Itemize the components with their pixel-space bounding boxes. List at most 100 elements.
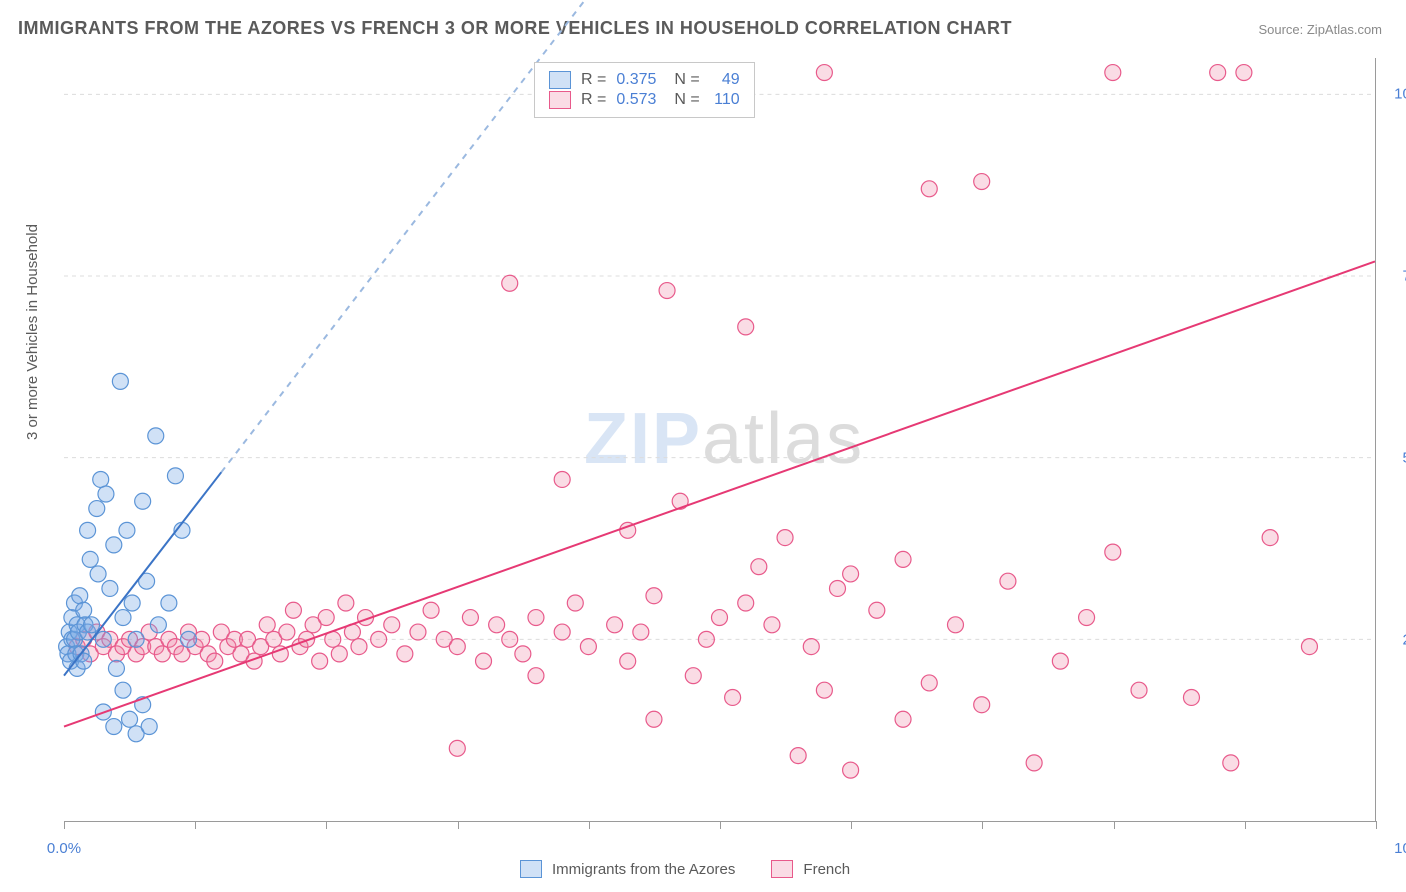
data-point (921, 181, 937, 197)
data-point (646, 711, 662, 727)
x-tick (458, 821, 459, 829)
data-point (318, 610, 334, 626)
data-point (790, 748, 806, 764)
data-point (80, 522, 96, 538)
y-axis-title: 3 or more Vehicles in Household (24, 224, 41, 440)
data-point (1079, 610, 1095, 626)
data-point (803, 639, 819, 655)
legend-item-azores: Immigrants from the Azores (520, 860, 735, 878)
data-point (98, 486, 114, 502)
data-point (947, 617, 963, 633)
data-point (489, 617, 505, 633)
y-tick-label: 25.0% (1385, 632, 1406, 649)
trend-line (64, 261, 1375, 726)
r-label: R = (581, 71, 606, 89)
data-point (974, 697, 990, 713)
data-point (106, 719, 122, 735)
data-point (331, 646, 347, 662)
data-point (1105, 65, 1121, 81)
data-point (115, 610, 131, 626)
data-point (685, 668, 701, 684)
data-point (816, 682, 832, 698)
data-point (410, 624, 426, 640)
data-point (449, 639, 465, 655)
swatch-azores (549, 71, 571, 89)
data-point (76, 602, 92, 618)
y-tick-label: 75.0% (1385, 268, 1406, 285)
data-point (90, 566, 106, 582)
data-point (646, 588, 662, 604)
data-point (1183, 689, 1199, 705)
data-point (567, 595, 583, 611)
x-tick (720, 821, 721, 829)
data-point (338, 595, 354, 611)
data-point (738, 319, 754, 335)
data-point (502, 275, 518, 291)
n-label: N = (674, 71, 699, 89)
data-point (528, 610, 544, 626)
data-point (502, 631, 518, 647)
data-point (554, 624, 570, 640)
swatch-french-icon (771, 860, 793, 878)
data-point (76, 653, 92, 669)
x-tick (326, 821, 327, 829)
data-point (554, 471, 570, 487)
data-point (1026, 755, 1042, 771)
x-tick-label: 100.0% (1385, 840, 1406, 857)
x-tick (589, 821, 590, 829)
data-point (620, 653, 636, 669)
data-point (974, 174, 990, 190)
data-point (738, 595, 754, 611)
chart-title: IMMIGRANTS FROM THE AZORES VS FRENCH 3 O… (18, 18, 1012, 39)
data-point (285, 602, 301, 618)
data-point (462, 610, 478, 626)
x-tick (195, 821, 196, 829)
r-value-azores: 0.375 (616, 71, 664, 89)
data-point (112, 373, 128, 389)
data-point (1262, 530, 1278, 546)
data-point (384, 617, 400, 633)
legend-label-azores: Immigrants from the Azores (552, 861, 735, 878)
data-point (115, 682, 131, 698)
data-point (712, 610, 728, 626)
data-point (1000, 573, 1016, 589)
data-point (128, 631, 144, 647)
data-point (1236, 65, 1252, 81)
data-point (764, 617, 780, 633)
x-tick (1114, 821, 1115, 829)
data-point (351, 639, 367, 655)
data-point (1301, 639, 1317, 655)
data-point (95, 631, 111, 647)
data-point (843, 762, 859, 778)
data-point (122, 711, 138, 727)
n-label: N = (674, 91, 699, 109)
data-point (312, 653, 328, 669)
x-tick (64, 821, 65, 829)
data-point (476, 653, 492, 669)
data-point (751, 559, 767, 575)
chart-svg (64, 58, 1375, 821)
data-point (777, 530, 793, 546)
data-point (698, 631, 714, 647)
data-point (106, 537, 122, 553)
bottom-legend: Immigrants from the Azores French (520, 860, 850, 878)
data-point (371, 631, 387, 647)
data-point (843, 566, 859, 582)
legend-item-french: French (771, 860, 850, 878)
data-point (607, 617, 623, 633)
data-point (528, 668, 544, 684)
data-point (895, 551, 911, 567)
data-point (895, 711, 911, 727)
data-point (150, 617, 166, 633)
data-point (1131, 682, 1147, 698)
data-point (181, 631, 197, 647)
data-point (82, 551, 98, 567)
data-point (423, 602, 439, 618)
data-point (869, 602, 885, 618)
data-point (167, 468, 183, 484)
data-point (659, 283, 675, 299)
r-value-french: 0.573 (616, 91, 664, 109)
swatch-french (549, 91, 571, 109)
plot-area: ZIPatlas 25.0%50.0%75.0%100.0% 0.0%100.0… (64, 58, 1376, 822)
legend-row-french: R = 0.573 N = 110 (549, 91, 740, 109)
